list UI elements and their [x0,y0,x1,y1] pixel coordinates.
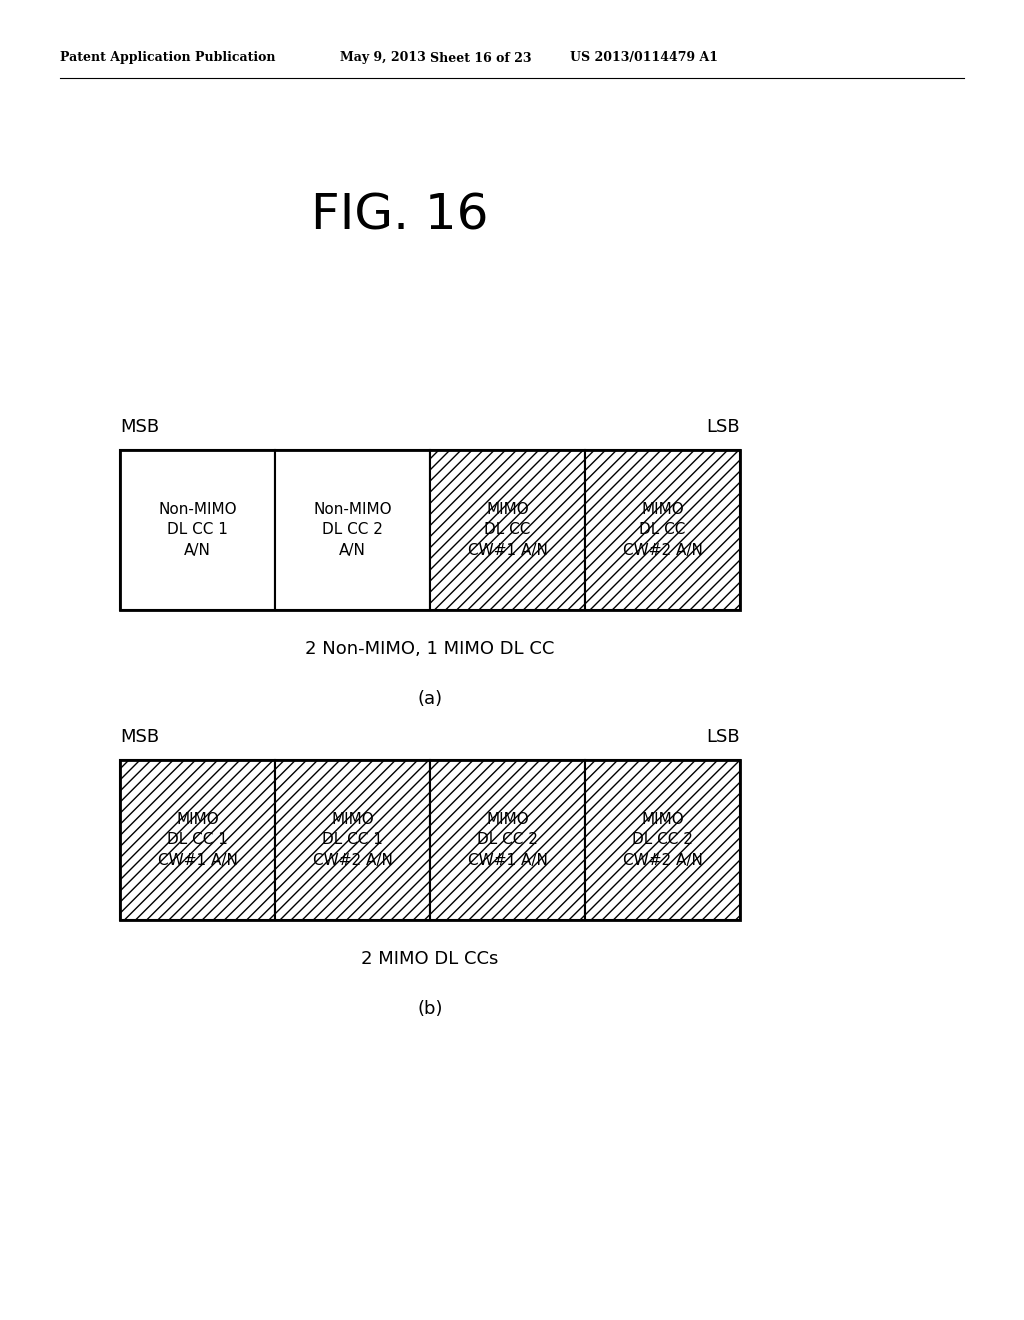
Bar [430,760,585,920]
Bar [585,450,740,610]
Text: 2 MIMO DL CCs: 2 MIMO DL CCs [361,950,499,968]
Text: MIMO
DL CC
CW#1 A/N: MIMO DL CC CW#1 A/N [468,502,548,558]
Bar [275,760,430,920]
Text: MSB: MSB [120,418,159,436]
Bar [275,450,430,610]
Text: Non-MIMO
DL CC 2
A/N: Non-MIMO DL CC 2 A/N [313,502,392,558]
Text: MIMO
DL CC 1
CW#2 A/N: MIMO DL CC 1 CW#2 A/N [312,812,392,869]
Text: MIMO
DL CC
CW#2 A/N: MIMO DL CC CW#2 A/N [623,502,702,558]
Bar [585,760,740,920]
Text: MIMO
DL CC 2
CW#1 A/N: MIMO DL CC 2 CW#1 A/N [468,812,548,869]
Bar [120,760,275,920]
Text: MIMO
DL CC 1
CW#1 A/N: MIMO DL CC 1 CW#1 A/N [158,812,238,869]
Text: 2 Non-MIMO, 1 MIMO DL CC: 2 Non-MIMO, 1 MIMO DL CC [305,640,555,657]
Text: MIMO
DL CC 2
CW#2 A/N: MIMO DL CC 2 CW#2 A/N [623,812,702,869]
Bar [430,450,585,610]
Text: MSB: MSB [120,729,159,746]
Text: (b): (b) [417,1001,442,1018]
Text: (a): (a) [418,690,442,708]
Bar [120,450,275,610]
Bar [120,450,740,610]
Text: Sheet 16 of 23: Sheet 16 of 23 [430,51,531,65]
Text: LSB: LSB [707,418,740,436]
Bar [120,760,740,920]
Text: Patent Application Publication: Patent Application Publication [60,51,275,65]
Text: LSB: LSB [707,729,740,746]
Text: US 2013/0114479 A1: US 2013/0114479 A1 [570,51,718,65]
Text: Non-MIMO
DL CC 1
A/N: Non-MIMO DL CC 1 A/N [158,502,237,558]
Text: FIG. 16: FIG. 16 [311,191,488,239]
Text: May 9, 2013: May 9, 2013 [340,51,426,65]
